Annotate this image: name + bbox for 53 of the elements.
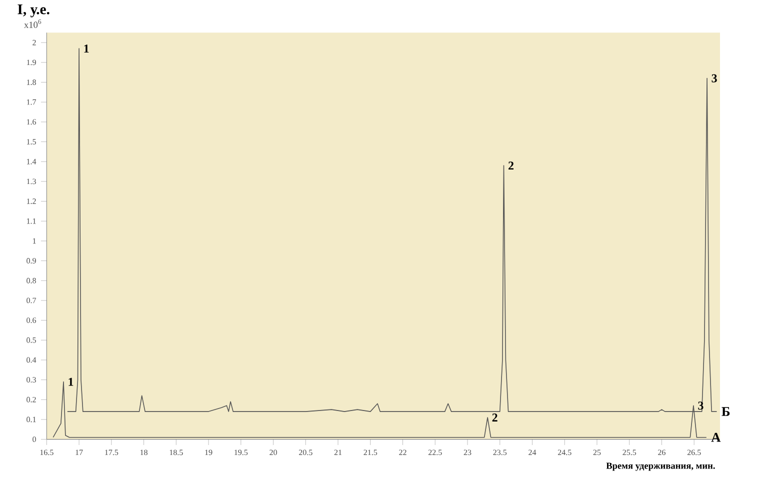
series-label: А	[711, 432, 721, 442]
y-tick-label: 0.7	[26, 298, 36, 304]
y-tick-label: 1.3	[26, 178, 36, 184]
y-axis-title: I, у.е.	[18, 4, 50, 18]
x-tick-label: 25	[593, 450, 601, 456]
x-tick-label: 22.5	[428, 450, 442, 456]
text: x10$^{6}$	[24, 19, 42, 28]
annotation: 2	[492, 414, 498, 422]
series-label: Б	[722, 407, 730, 416]
x-tick-label: 23.5	[493, 450, 507, 456]
annotation: 1	[84, 44, 89, 52]
annotation: 3	[712, 74, 717, 82]
x-tick-label: 18	[140, 450, 148, 456]
x-tick-label: 23	[464, 450, 472, 456]
y-tick-label: 1.4	[26, 158, 36, 164]
y-tick-label: 1.1	[26, 218, 36, 224]
y-tick-label: 0	[32, 436, 36, 442]
y-tick-label: 0.4	[26, 357, 36, 363]
y-tick-label: 1.6	[26, 119, 36, 125]
annotation: 2	[508, 162, 514, 170]
x-tick-label: 20.5	[299, 450, 312, 456]
y-tick-label: 1.2	[26, 198, 36, 204]
x-tick-label: 17	[76, 450, 83, 456]
y-tick-label: 0.5	[26, 337, 36, 343]
y-tick-label: 1.7	[26, 99, 36, 105]
x-tick-label: 25.5	[622, 450, 636, 456]
x-tick-label: 19	[205, 450, 212, 456]
y-tick-label: 1.5	[26, 139, 36, 144]
y-tick-label: 0.3	[26, 377, 36, 383]
y-tick-label: 1	[32, 238, 36, 244]
y-tick-label: 0.6	[26, 318, 36, 324]
annotation: 3	[698, 402, 704, 410]
x-tick-label: 17.5	[105, 450, 118, 456]
x-tick-label: 21	[334, 450, 342, 456]
y-tick-label: 2	[32, 40, 36, 46]
x-tick-label: 22	[399, 450, 406, 456]
x-tick-label: 20	[270, 450, 277, 456]
x-tick-label: 24	[528, 450, 536, 456]
x-tick-label: 26.5	[687, 450, 701, 456]
x-tick-label: 18.5	[170, 450, 183, 456]
x-tick-label: 16.5	[40, 450, 54, 456]
annotation: 1	[68, 378, 74, 386]
y-tick-label: 1.8	[26, 80, 36, 85]
y-tick-label: 0.9	[26, 258, 36, 264]
x-tick-label: 19.5	[234, 450, 248, 456]
x-axis-title: Время удерживания, мин.	[606, 462, 715, 471]
x-tick-label: 24.5	[558, 450, 572, 456]
y-tick-label: 0.1	[26, 416, 36, 422]
y-tick-label: 0.2	[26, 396, 36, 402]
x-tick-label: 26	[658, 450, 666, 456]
y-tick-label: 1.9	[26, 60, 36, 66]
x-tick-label: 21.5	[364, 450, 378, 456]
y-tick-label: 0.8	[26, 278, 36, 284]
